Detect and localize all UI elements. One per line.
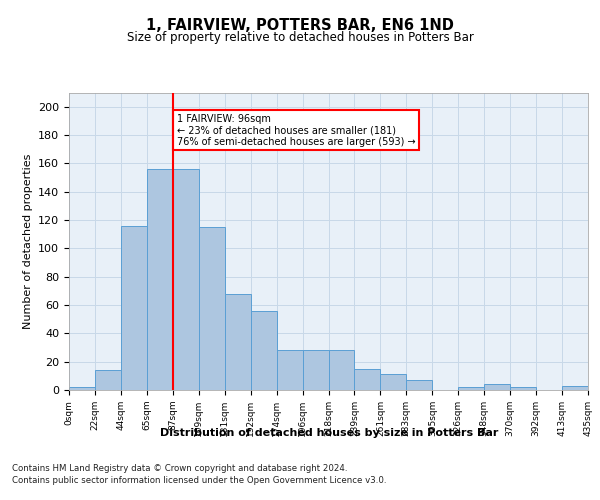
Bar	[406, 380, 432, 390]
Bar	[199, 227, 224, 390]
Bar	[147, 169, 173, 390]
Text: Contains public sector information licensed under the Open Government Licence v3: Contains public sector information licen…	[12, 476, 386, 485]
Text: Distribution of detached houses by size in Potters Bar: Distribution of detached houses by size …	[160, 428, 498, 438]
Bar	[251, 310, 277, 390]
Bar	[95, 370, 121, 390]
Bar	[277, 350, 302, 390]
Y-axis label: Number of detached properties: Number of detached properties	[23, 154, 32, 329]
Bar	[562, 386, 588, 390]
Bar	[355, 369, 380, 390]
Bar	[225, 294, 251, 390]
Bar	[380, 374, 406, 390]
Text: Contains HM Land Registry data © Crown copyright and database right 2024.: Contains HM Land Registry data © Crown c…	[12, 464, 347, 473]
Text: 1, FAIRVIEW, POTTERS BAR, EN6 1ND: 1, FAIRVIEW, POTTERS BAR, EN6 1ND	[146, 18, 454, 32]
Text: Size of property relative to detached houses in Potters Bar: Size of property relative to detached ho…	[127, 32, 473, 44]
Bar	[69, 387, 95, 390]
Bar	[173, 169, 199, 390]
Bar	[484, 384, 510, 390]
Text: 1 FAIRVIEW: 96sqm
← 23% of detached houses are smaller (181)
76% of semi-detache: 1 FAIRVIEW: 96sqm ← 23% of detached hous…	[176, 114, 415, 147]
Bar	[329, 350, 355, 390]
Bar	[458, 387, 484, 390]
Bar	[510, 387, 536, 390]
Bar	[302, 350, 329, 390]
Bar	[121, 226, 147, 390]
